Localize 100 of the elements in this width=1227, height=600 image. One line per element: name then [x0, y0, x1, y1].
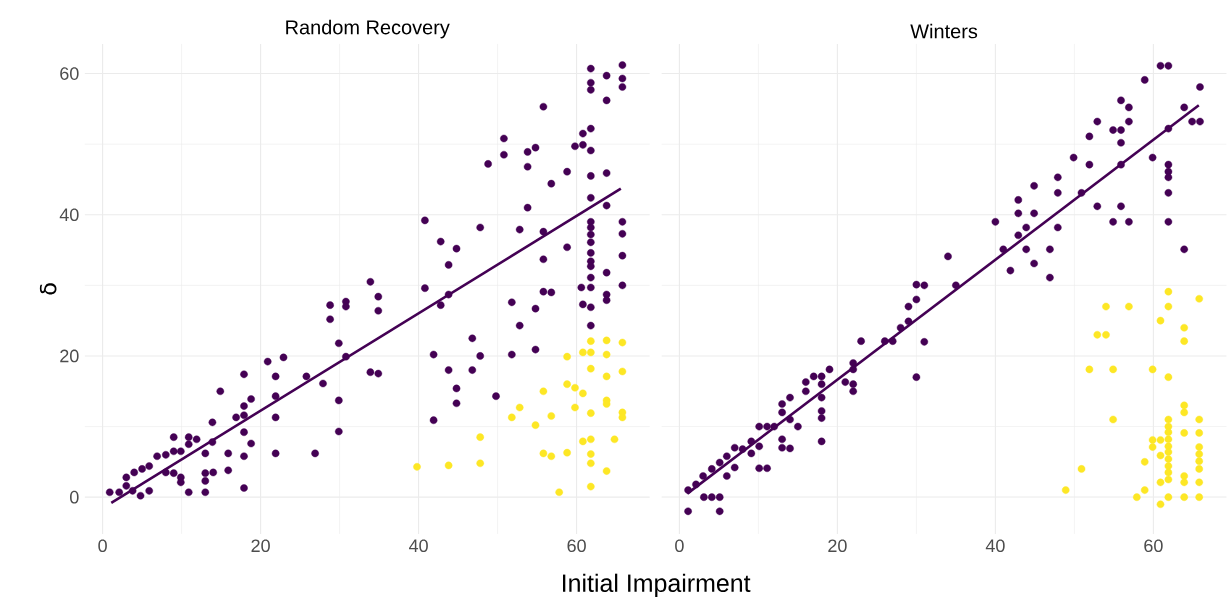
point: [1109, 415, 1117, 424]
chart-title: Winters: [910, 23, 978, 39]
point: [602, 467, 611, 475]
x-tick-label: 0: [675, 539, 684, 552]
point: [571, 383, 579, 392]
point: [602, 372, 611, 381]
point: [531, 421, 540, 429]
point: [1156, 500, 1165, 508]
point: [1164, 435, 1173, 443]
x-tick-label: 40: [985, 539, 1005, 552]
point: [602, 400, 611, 408]
point: [1148, 436, 1157, 444]
point: [1102, 302, 1110, 311]
point: [1148, 365, 1157, 374]
point: [1164, 455, 1173, 463]
point: [1180, 337, 1188, 345]
point: [1125, 302, 1133, 311]
point: [1093, 330, 1102, 339]
point: [1164, 493, 1173, 501]
x-tick-label: 60: [1144, 539, 1163, 552]
y-tick-label: 20: [60, 349, 79, 363]
point: [1156, 478, 1165, 487]
point: [1195, 443, 1203, 451]
point: [1195, 457, 1203, 465]
point: [539, 387, 548, 395]
point: [1109, 365, 1117, 374]
y-tick-label: 60: [60, 67, 79, 80]
point: [476, 433, 484, 441]
point: [1180, 478, 1188, 487]
point: [539, 449, 548, 458]
x-tick-label: 20: [251, 539, 270, 552]
point: [1140, 457, 1149, 466]
point: [1180, 401, 1188, 410]
x-tick-label: 0: [98, 539, 107, 552]
point: [1156, 316, 1165, 325]
point: [579, 389, 587, 398]
point: [1195, 294, 1203, 303]
point: [1164, 428, 1173, 436]
point: [602, 350, 611, 359]
point: [444, 461, 453, 470]
point: [1140, 486, 1149, 494]
point: [1195, 450, 1203, 458]
point: [1156, 436, 1165, 444]
point: [1156, 451, 1165, 460]
point: [476, 459, 484, 467]
point: [547, 412, 556, 420]
point: [618, 338, 627, 347]
point: [413, 462, 421, 471]
point: [1148, 443, 1157, 451]
point: [1180, 408, 1188, 417]
point: [1133, 493, 1141, 501]
x-axis-title: Initial Impairment: [562, 573, 751, 597]
point: [1164, 287, 1173, 296]
point: [587, 450, 595, 458]
point: [587, 348, 595, 357]
x-tick-label: 20: [828, 539, 847, 552]
point: [1195, 493, 1203, 501]
point: [587, 482, 595, 491]
point: [1180, 493, 1188, 501]
point: [563, 352, 571, 361]
point: [571, 403, 579, 412]
point: [508, 413, 516, 422]
point: [1164, 415, 1173, 424]
point: [1195, 415, 1203, 424]
point: [1102, 330, 1110, 339]
y-tick-label: 0: [70, 490, 79, 504]
point: [1195, 429, 1203, 437]
point: [587, 337, 595, 345]
point: [1180, 323, 1188, 332]
point: [1077, 465, 1086, 473]
point: [587, 409, 595, 417]
point: [1164, 373, 1173, 381]
point: [1164, 302, 1173, 311]
y-axis-title: δ: [39, 283, 57, 295]
point: [579, 437, 587, 446]
point: [587, 364, 595, 373]
point: [515, 403, 524, 412]
point: [563, 448, 571, 457]
point: [1085, 365, 1094, 374]
point: [602, 336, 611, 345]
chart-title: Random Recovery: [286, 19, 450, 39]
y-tick-label: 40: [59, 208, 79, 221]
point: [1195, 465, 1203, 473]
point: [587, 459, 595, 467]
point: [618, 367, 627, 376]
point: [579, 348, 587, 357]
point: [1061, 486, 1070, 494]
point: [1164, 475, 1173, 484]
point: [1164, 448, 1173, 456]
point: [555, 488, 563, 496]
point: [610, 435, 619, 443]
point: [618, 413, 627, 422]
point: [587, 435, 595, 443]
x-tick-label: 60: [567, 539, 586, 552]
x-tick-label: 40: [409, 539, 428, 552]
point: [563, 380, 571, 388]
point: [1195, 478, 1203, 487]
point: [1180, 429, 1188, 437]
point: [547, 452, 556, 460]
point: [1164, 468, 1173, 477]
